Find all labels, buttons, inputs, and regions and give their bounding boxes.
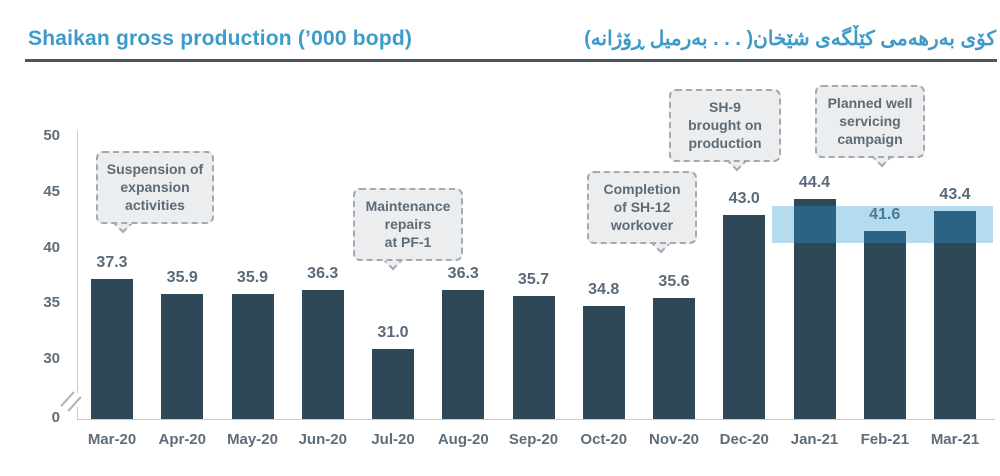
axis-break-mark [67,396,82,412]
x-axis-label: Feb-21 [860,431,909,448]
chart-title: Shaikan gross production (’000 bopd) کۆی… [28,26,996,51]
bar-value-label: 35.7 [517,271,550,289]
x-axis-label: Jul-20 [371,431,415,448]
bar-mar-20 [91,278,133,419]
annotation-callout: Planned well servicing campaign [815,85,925,167]
bar-feb-21 [863,230,906,419]
y-tick-label: 40 [43,238,60,256]
y-axis-line [77,407,78,419]
bar-apr-20 [161,294,204,419]
bar-value-label: 31.0 [377,323,409,341]
bar-sep-20 [512,296,555,419]
x-axis-label: Oct-20 [580,431,628,448]
y-tick-label: 30 [43,350,60,367]
y-tick-label: 0 [51,409,60,426]
title-english: Shaikan gross production (’000 bopd) [28,27,413,50]
bar-value-label: 44.4 [798,174,831,192]
bar-value-label: 35.6 [658,272,690,290]
x-axis-label: Mar-20 [87,431,137,448]
bar-oct-20 [582,306,625,419]
annotation-callout: Completion of SH-12 workover [587,171,697,253]
annotation-callout: Maintenance repairs at PF-1 [353,188,463,270]
highlight-band [772,206,993,243]
title-kurdish: کۆی بەرهەمی کێڵگەی شێخان( . . . بەرمیل ڕ… [584,28,996,50]
x-axis-label: May-20 [227,431,278,448]
bar-jun-20 [301,289,344,419]
annotation-callout: Suspension of expansion activities [96,151,214,233]
annotation-bubble: SH-9 brought on production [669,89,781,162]
x-axis-label: Nov-20 [648,431,700,448]
bar-nov-20 [653,297,695,419]
bar-value-label: 41.6 [869,205,901,223]
bar-aug-20 [442,289,485,419]
bar-jul-20 [372,348,414,419]
x-axis-line [77,419,995,420]
x-axis-label: Dec-20 [719,431,769,448]
bar-value-label: 37.3 [96,253,128,271]
annotation-callout: SH-9 brought on production [669,89,781,171]
annotation-bubble: Completion of SH-12 workover [587,171,697,244]
title-underline [25,59,997,62]
bar-dec-20 [723,215,766,419]
annotation-bubble: Suspension of expansion activities [96,151,214,224]
y-axis-line [77,131,78,393]
x-axis-label: Jan-21 [790,431,839,448]
y-tick-label: 45 [43,182,60,200]
bar-may-20 [231,294,274,419]
x-axis-label: Mar-21 [930,431,980,448]
bar-value-label: 36.3 [307,264,339,282]
x-axis-label: Jun-20 [298,431,347,448]
y-tick-label: 50 [43,127,60,144]
x-axis-label: Sep-20 [508,431,559,448]
bar-value-label: 36.3 [447,264,479,282]
bar-value-label: 43.4 [939,185,971,203]
bar-jan-21 [793,199,836,419]
annotation-bubble: Planned well servicing campaign [815,85,925,158]
y-tick-label: 35 [43,294,60,312]
bar-mar-21 [934,210,976,419]
bar-value-label: 43.0 [728,190,760,208]
bar-value-label: 35.9 [236,269,269,287]
x-axis-label: Aug-20 [437,431,489,448]
bar-value-label: 35.9 [166,269,198,287]
x-axis-label: Apr-20 [158,431,206,448]
bar-value-label: 34.8 [588,281,620,299]
annotation-bubble: Maintenance repairs at PF-1 [353,188,463,261]
